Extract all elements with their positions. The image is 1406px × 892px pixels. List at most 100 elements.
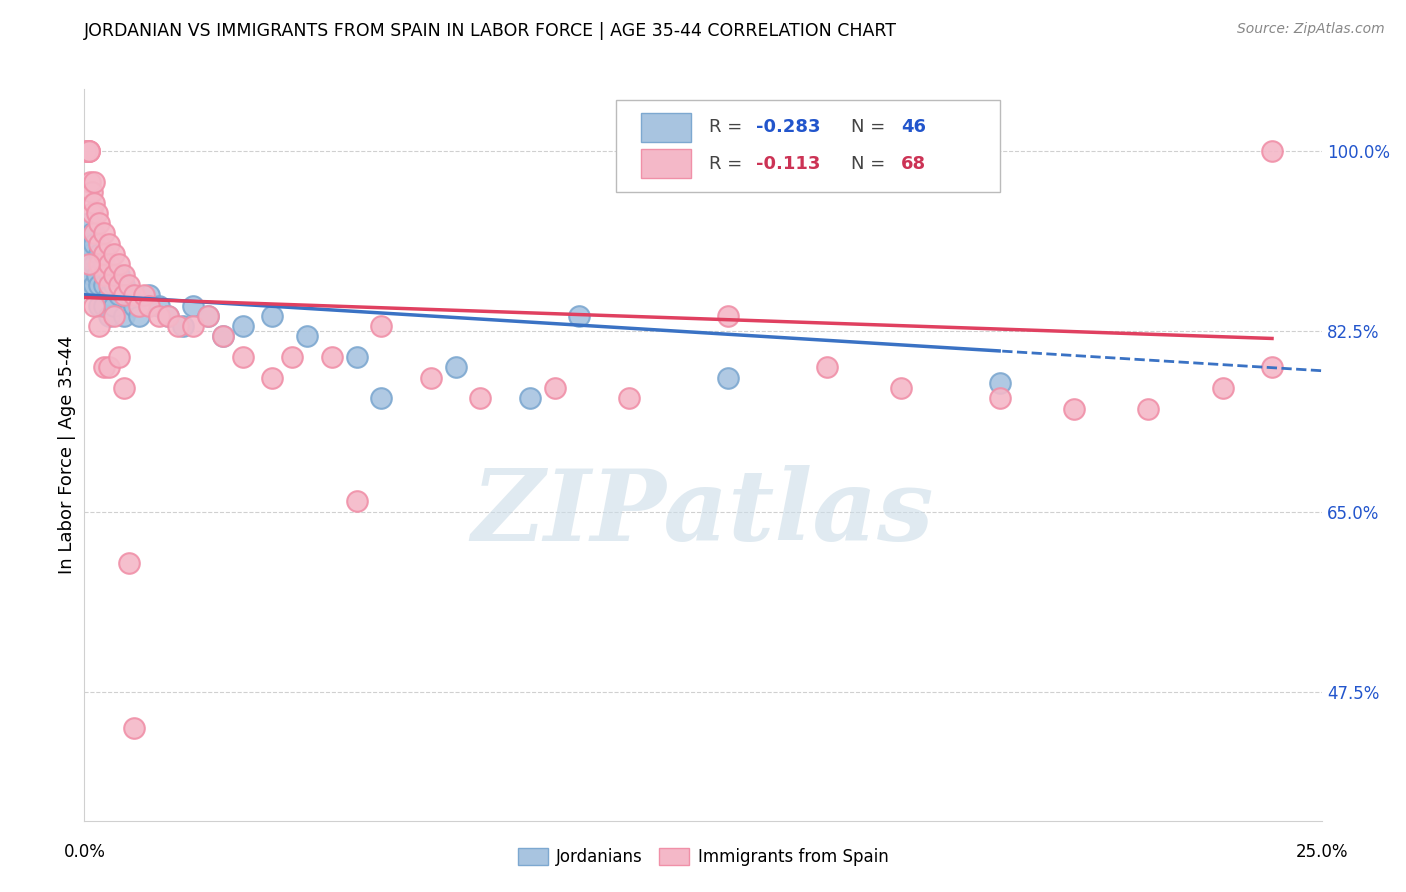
Point bbox=[83, 257, 105, 271]
Point bbox=[112, 309, 135, 323]
Point bbox=[815, 360, 838, 375]
Point bbox=[370, 319, 392, 334]
Text: 0.0%: 0.0% bbox=[63, 843, 105, 861]
Point bbox=[122, 299, 145, 313]
Point bbox=[80, 206, 103, 220]
Point bbox=[122, 288, 145, 302]
Point bbox=[83, 299, 105, 313]
Point bbox=[86, 268, 108, 282]
Point bbox=[108, 350, 131, 364]
Point bbox=[1212, 381, 1234, 395]
Point bbox=[98, 268, 121, 282]
Text: N =: N = bbox=[852, 119, 891, 136]
Text: ZIPatlas: ZIPatlas bbox=[472, 466, 934, 562]
Point bbox=[112, 288, 135, 302]
Point bbox=[83, 227, 105, 241]
Text: -0.113: -0.113 bbox=[756, 155, 821, 173]
Point bbox=[262, 309, 284, 323]
Point bbox=[197, 309, 219, 323]
Text: JORDANIAN VS IMMIGRANTS FROM SPAIN IN LABOR FORCE | AGE 35-44 CORRELATION CHART: JORDANIAN VS IMMIGRANTS FROM SPAIN IN LA… bbox=[84, 22, 897, 40]
Point bbox=[232, 350, 254, 364]
Point bbox=[470, 391, 492, 405]
Point bbox=[89, 299, 111, 313]
Point bbox=[98, 360, 121, 375]
Point bbox=[197, 309, 219, 323]
Point bbox=[93, 227, 115, 241]
Point bbox=[568, 309, 591, 323]
Point bbox=[890, 381, 912, 395]
Text: N =: N = bbox=[852, 155, 891, 173]
Point bbox=[79, 144, 101, 158]
Point bbox=[172, 319, 194, 334]
Point bbox=[617, 391, 640, 405]
Point bbox=[93, 277, 115, 292]
Point bbox=[181, 299, 204, 313]
Point bbox=[157, 309, 180, 323]
Point bbox=[89, 257, 111, 271]
Point bbox=[444, 360, 467, 375]
FancyBboxPatch shape bbox=[641, 112, 690, 142]
Point bbox=[148, 309, 170, 323]
Point bbox=[118, 277, 141, 292]
Point bbox=[76, 236, 98, 251]
Point bbox=[103, 277, 125, 292]
Point bbox=[112, 277, 135, 292]
Point bbox=[1063, 401, 1085, 416]
Point bbox=[89, 216, 111, 230]
Point bbox=[103, 299, 125, 313]
Point bbox=[108, 288, 131, 302]
Point bbox=[370, 391, 392, 405]
Point bbox=[1261, 360, 1284, 375]
Point bbox=[98, 288, 121, 302]
Text: Source: ZipAtlas.com: Source: ZipAtlas.com bbox=[1237, 22, 1385, 37]
Point bbox=[148, 299, 170, 313]
Point bbox=[89, 247, 111, 261]
Point bbox=[128, 309, 150, 323]
Point bbox=[346, 494, 368, 508]
Point bbox=[83, 236, 105, 251]
Point bbox=[988, 376, 1011, 390]
Point bbox=[80, 227, 103, 241]
Point bbox=[321, 350, 343, 364]
Point bbox=[108, 277, 131, 292]
Point bbox=[93, 257, 115, 271]
Point bbox=[79, 277, 101, 292]
Point bbox=[118, 288, 141, 302]
Point bbox=[181, 319, 204, 334]
Point bbox=[108, 268, 131, 282]
Point bbox=[262, 370, 284, 384]
Point bbox=[138, 299, 160, 313]
Point bbox=[98, 236, 121, 251]
Point bbox=[717, 309, 740, 323]
Point bbox=[76, 144, 98, 158]
Point bbox=[112, 381, 135, 395]
Point bbox=[118, 556, 141, 570]
Point bbox=[89, 236, 111, 251]
Point bbox=[281, 350, 304, 364]
Point bbox=[1261, 144, 1284, 158]
Point bbox=[98, 257, 121, 271]
Point bbox=[86, 206, 108, 220]
Point bbox=[988, 391, 1011, 405]
Point bbox=[93, 299, 115, 313]
Text: R =: R = bbox=[709, 119, 748, 136]
Point bbox=[112, 268, 135, 282]
Point bbox=[157, 309, 180, 323]
Point bbox=[98, 309, 121, 323]
Point bbox=[98, 277, 121, 292]
Text: 25.0%: 25.0% bbox=[1295, 843, 1348, 861]
Point bbox=[80, 185, 103, 199]
Point bbox=[79, 216, 101, 230]
Point bbox=[212, 329, 235, 343]
Point bbox=[1137, 401, 1160, 416]
Point bbox=[83, 277, 105, 292]
Point bbox=[717, 370, 740, 384]
Point bbox=[89, 319, 111, 334]
Point bbox=[103, 247, 125, 261]
Point bbox=[543, 381, 565, 395]
Text: 46: 46 bbox=[901, 119, 927, 136]
Point bbox=[103, 309, 125, 323]
Point bbox=[77, 257, 100, 271]
Point bbox=[75, 144, 97, 158]
Point bbox=[80, 268, 103, 282]
